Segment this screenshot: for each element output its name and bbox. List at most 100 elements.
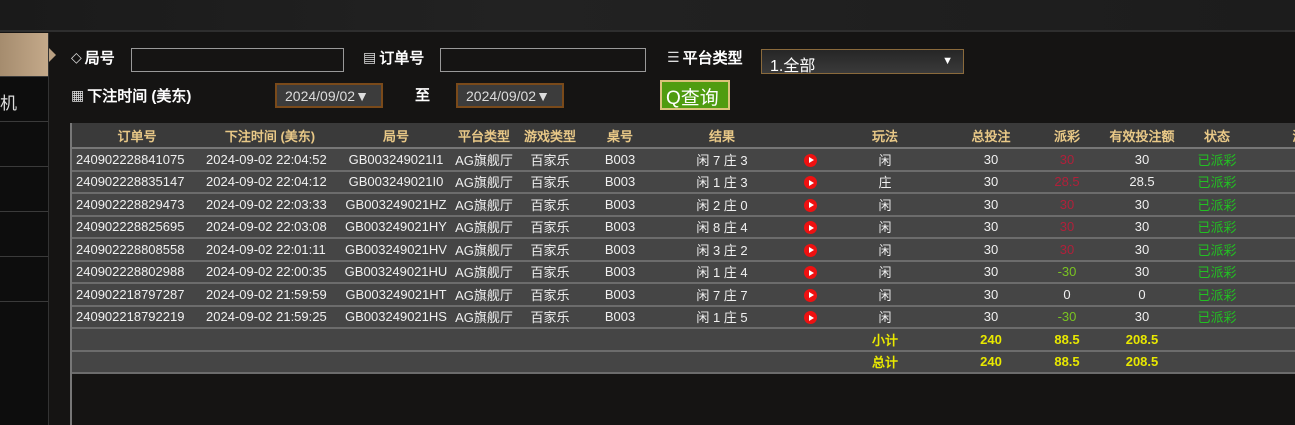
result-cell: 闲 1 庄 5 [654, 305, 790, 329]
sidebar-item[interactable] [0, 212, 48, 257]
sidebar-item[interactable] [0, 122, 48, 167]
result-cell: 闲 7 庄 3 [654, 148, 790, 172]
total-label: 总计 [830, 350, 940, 374]
game-type-cell: 百家乐 [514, 170, 586, 194]
bet-time-cell: 2024-09-02 22:04:12 [202, 170, 338, 194]
game-table-cell: - [1242, 193, 1295, 217]
column-header: 结果 [654, 123, 790, 149]
sidebar-item[interactable] [0, 167, 48, 212]
play-video-icon[interactable] [803, 288, 817, 302]
column-header: 总投注 [940, 123, 1042, 149]
game-table-cell: - [1242, 283, 1295, 307]
round-id-cell: GB003249021HT [338, 283, 454, 307]
round-id-cell: GB003249021HS [338, 305, 454, 329]
status-cell: 已派彩 [1192, 260, 1242, 284]
payout-cell: 30 [1042, 148, 1092, 172]
total-bet-cell: 30 [940, 260, 1042, 284]
platform-select[interactable]: 1.全部 ▼ [761, 49, 964, 75]
table-no-cell: B003 [586, 193, 654, 217]
game-table-cell: - [1242, 238, 1295, 262]
order-id-cell: 240902218797287 [72, 283, 202, 307]
play-type-cell: 闲 [830, 215, 940, 239]
platform-cell: AG旗舰厅 [454, 148, 514, 172]
table-row: 240902228829473 2024-09-02 22:03:33 GB0032… [72, 193, 1295, 217]
round-id-cell: GB003249021HZ [338, 193, 454, 217]
sidebar-item[interactable] [0, 257, 48, 302]
platform-cell: AG旗舰厅 [454, 305, 514, 329]
result-cell: 闲 8 庄 4 [654, 215, 790, 239]
clipboard-icon: ▤ [363, 49, 377, 65]
round-input[interactable] [131, 48, 344, 72]
total-total-bet: 240 [940, 350, 1042, 374]
column-header: 有效投注额 [1092, 123, 1192, 149]
status-cell: 已派彩 [1192, 238, 1242, 262]
table-no-cell: B003 [586, 148, 654, 172]
order-input[interactable] [440, 48, 646, 72]
valid-bet-cell: 30 [1092, 238, 1192, 262]
query-button[interactable]: Q查询 [660, 80, 730, 110]
order-id-cell: 240902228825695 [72, 215, 202, 239]
game-table-cell: - [1242, 148, 1295, 172]
play-video-icon[interactable] [803, 311, 817, 325]
table-row: 240902228825695 2024-09-02 22:03:08 GB0032… [72, 215, 1295, 239]
replay-cell [790, 238, 830, 262]
play-video-icon[interactable] [803, 176, 817, 190]
valid-bet-cell: 30 [1092, 148, 1192, 172]
round-id-cell: GB003249021HY [338, 215, 454, 239]
table-row: 240902218797287 2024-09-02 21:59:59 GB0032… [72, 283, 1295, 307]
payout-cell: 0 [1042, 283, 1092, 307]
column-header [790, 123, 830, 149]
date-from-select[interactable]: 2024/09/02▼ [275, 83, 383, 108]
column-header: 下注时间 (美东) [202, 123, 338, 149]
order-label-text: 订单号 [379, 50, 425, 67]
date-to-select[interactable]: 2024/09/02▼ [456, 83, 564, 108]
total-payout: 88.5 [1042, 350, 1092, 374]
table-row: 240902218792219 2024-09-02 21:59:25 GB0032… [72, 305, 1295, 329]
tag-icon: ◇ [71, 49, 82, 65]
empty-cell [72, 328, 830, 352]
game-type-cell: 百家乐 [514, 193, 586, 217]
platform-label-text: 平台类型 [682, 50, 743, 67]
platform-label: ☰ 平台类型 [667, 47, 743, 68]
total-bet-cell: 30 [940, 238, 1042, 262]
sidebar: 机 [0, 33, 56, 425]
bet-time-cell: 2024-09-02 21:59:25 [202, 305, 338, 329]
status-cell: 已派彩 [1192, 193, 1242, 217]
play-type-cell: 闲 [830, 305, 940, 329]
empty-cell [72, 350, 830, 374]
bet-time-cell: 2024-09-02 21:59:59 [202, 283, 338, 307]
column-header: 平台类型 [454, 123, 514, 149]
bet-time-cell: 2024-09-02 22:00:35 [202, 260, 338, 284]
play-video-icon[interactable] [803, 266, 817, 280]
order-id-cell: 240902228841075 [72, 148, 202, 172]
status-cell: 已派彩 [1192, 305, 1242, 329]
bet-records-table: 订单号 下注时间 (美东) 局号 平台类型 游戏类型 桌号 结果 玩法 总投注 派彩 有效投注额 状态… [70, 123, 1295, 425]
payout-cell: 30 [1042, 215, 1092, 239]
game-type-cell: 百家乐 [514, 215, 586, 239]
bet-time-cell: 2024-09-02 22:04:52 [202, 148, 338, 172]
valid-bet-cell: 30 [1092, 260, 1192, 284]
column-header: 游戏桌 [1242, 123, 1295, 149]
subtotal-total-bet: 240 [940, 328, 1042, 352]
play-type-cell: 闲 [830, 193, 940, 217]
replay-cell [790, 215, 830, 239]
replay-cell [790, 260, 830, 284]
payout-cell: -30 [1042, 305, 1092, 329]
play-type-cell: 闲 [830, 148, 940, 172]
play-video-icon[interactable] [803, 243, 817, 257]
sidebar-item[interactable]: 机 [0, 77, 48, 122]
play-video-icon[interactable] [803, 221, 817, 235]
platform-cell: AG旗舰厅 [454, 170, 514, 194]
round-label-text: 局号 [84, 50, 115, 67]
result-cell: 闲 1 庄 3 [654, 170, 790, 194]
replay-cell [790, 283, 830, 307]
search-icon: Q [666, 88, 681, 109]
total-bet-cell: 30 [940, 193, 1042, 217]
total-valid-bet: 208.5 [1092, 350, 1192, 374]
sidebar-item[interactable] [0, 33, 56, 77]
result-cell: 闲 2 庄 0 [654, 193, 790, 217]
empty-cell [1192, 350, 1295, 374]
play-video-icon[interactable] [803, 198, 817, 212]
play-video-icon[interactable] [803, 153, 817, 167]
column-header: 游戏类型 [514, 123, 586, 149]
